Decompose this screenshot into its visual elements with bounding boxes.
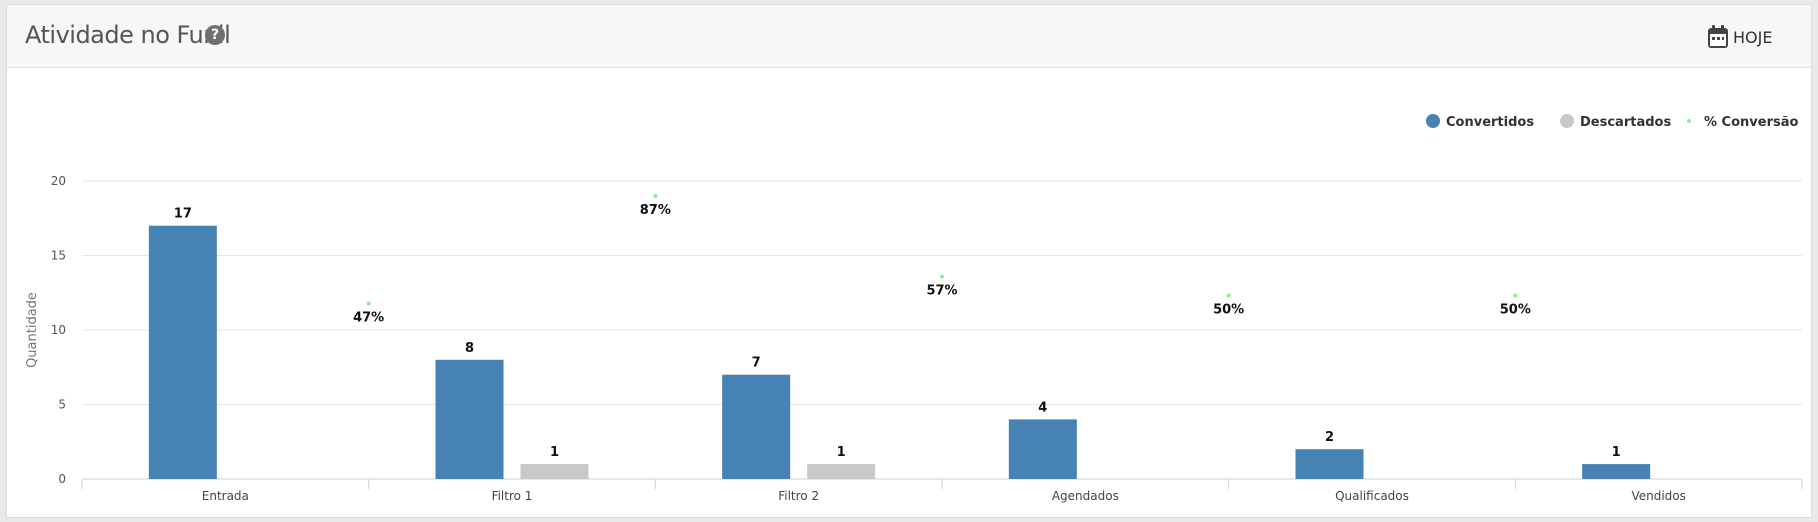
conversion-label: 50%: [1213, 302, 1244, 317]
y-tick-label: 20: [51, 174, 66, 188]
bar-convertidos: [148, 225, 217, 479]
bar-convertidos: [1582, 464, 1651, 479]
bar-convertidos: [1295, 449, 1364, 479]
conversion-label: 47%: [353, 311, 384, 326]
conversion-point: [366, 301, 371, 306]
bar-label-convertidos: 1: [1612, 445, 1621, 460]
conversion-point: [1226, 293, 1231, 298]
legend-label-descartados: Descartados: [1580, 115, 1671, 130]
bar-label-convertidos: 8: [465, 341, 474, 356]
bar-convertidos: [722, 374, 791, 479]
y-tick-label: 10: [51, 323, 66, 337]
bar-label-convertidos: 7: [752, 356, 761, 371]
bar-descartados: [807, 464, 876, 479]
legend-marker-convertidos: [1426, 114, 1440, 128]
today-button[interactable]: HOJE: [1707, 24, 1772, 50]
today-label: HOJE: [1733, 27, 1773, 47]
bar-label-convertidos: 17: [174, 207, 192, 222]
x-category-label: Agendados: [1052, 489, 1119, 503]
panel-title: Atividade no Funil: [25, 21, 231, 49]
conversion-label: 57%: [926, 284, 957, 299]
help-icon[interactable]: ?: [205, 25, 225, 45]
legend-label-conversao: % Conversão: [1704, 115, 1798, 130]
x-category-label: Vendidos: [1631, 489, 1685, 503]
bar-label-convertidos: 4: [1038, 400, 1047, 415]
bar-label-descartados: 1: [550, 445, 559, 460]
conversion-label: 87%: [640, 203, 671, 218]
x-category-label: Filtro 1: [492, 489, 533, 503]
bar-convertidos: [435, 359, 504, 479]
y-tick-label: 15: [51, 249, 66, 263]
panel-header: Atividade no Funil ? HOJE: [7, 5, 1811, 68]
bar-descartados: [520, 464, 589, 479]
funnel-activity-panel: Atividade no Funil ? HOJE: [6, 4, 1812, 518]
conversion-point: [940, 274, 944, 279]
conversion-point: [653, 193, 658, 198]
legend-marker-conversao: [1687, 119, 1691, 123]
bar-convertidos: [1008, 419, 1077, 479]
calendar-icon: [1708, 25, 1728, 48]
x-category-label: Filtro 2: [778, 489, 819, 503]
legend-label-convertidos: Convertidos: [1446, 115, 1534, 130]
legend-marker-descartados: [1560, 114, 1574, 128]
x-category-label: Qualificados: [1335, 489, 1409, 503]
conversion-label: 50%: [1500, 302, 1531, 317]
bar-label-convertidos: 2: [1325, 430, 1334, 445]
y-tick-label: 0: [58, 472, 66, 486]
conversion-point: [1513, 293, 1518, 298]
y-tick-label: 5: [58, 398, 66, 412]
bar-label-descartados: 1: [837, 445, 846, 460]
y-axis-label: Quantidade: [25, 292, 40, 368]
x-category-label: Entrada: [202, 489, 249, 503]
